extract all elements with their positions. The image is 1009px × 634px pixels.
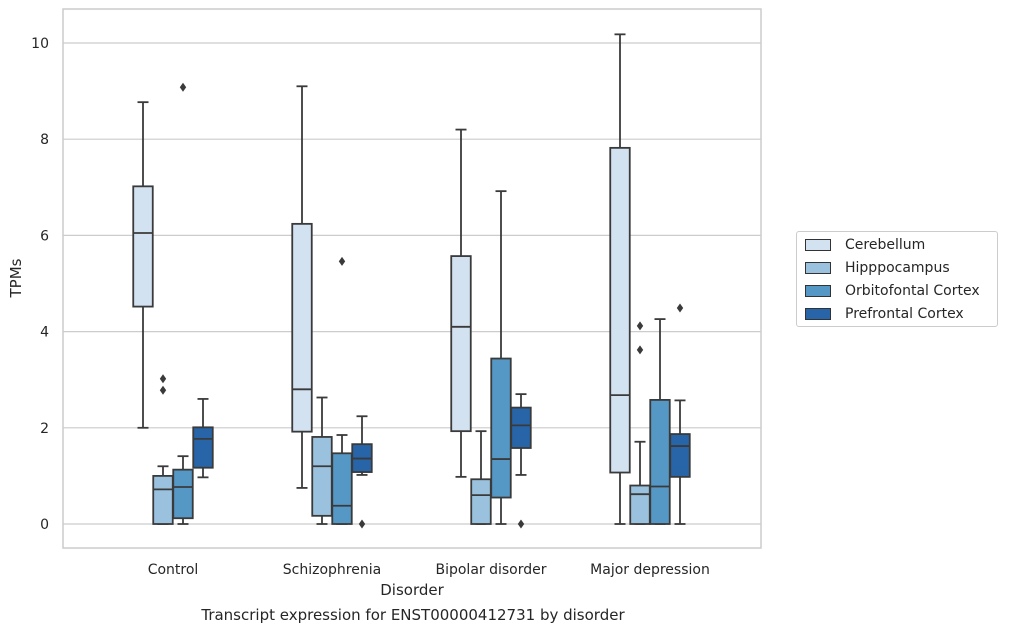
outlier-point [517,519,525,529]
legend-label-cerebellum: Cerebellum [845,237,926,253]
y-tick-label: 10 [31,36,49,52]
outlier-point [636,345,644,355]
y-tick-label: 8 [40,132,49,148]
legend-item-hippocampus: Hipppocampus [805,258,950,278]
outlier-point [338,256,346,266]
plot-area [62,8,762,549]
y-tick-label: 0 [40,517,49,533]
box-iqr [152,474,174,525]
box-iqr [470,478,492,525]
box-hipppocampus-bipolar-disorder [470,430,492,525]
box-groups [132,33,691,529]
box-prefrontal-cortex-control [192,398,214,479]
legend-item-cerebellum: Cerebellum [805,235,925,255]
box-iqr [291,222,313,433]
y-tick-label: 6 [40,228,49,244]
box-iqr [669,433,691,478]
legend-swatch-orbitofrontal [805,285,831,297]
box-cerebellum-schizophrenia [291,85,313,489]
y-axis-label: TPMs [7,258,25,298]
box-prefrontal-cortex-major-depression [669,303,691,525]
x-tick-label: Control [148,562,199,578]
legend-label-hippocampus: Hipppocampus [845,260,950,276]
box-iqr [609,146,631,474]
box-iqr [450,255,472,433]
x-tick-label: Major depression [590,562,710,578]
y-tick-label: 2 [40,421,49,437]
box-hipppocampus-major-depression [629,321,651,525]
box-iqr [192,426,214,469]
legend-swatch-hippocampus [805,262,831,274]
legend-item-prefrontal: Prefrontal Cortex [805,304,964,324]
box-iqr [510,406,532,449]
outlier-point [636,321,644,331]
box-cerebellum-major-depression [609,33,631,525]
box-iqr [629,484,651,525]
outlier-point [676,303,684,313]
y-tick-label: 4 [40,325,49,341]
legend-label-orbitofrontal: Orbitofontal Cortex [845,283,980,299]
box-iqr [132,185,154,308]
box-prefrontal-cortex-bipolar-disorder [510,393,532,529]
box-cerebellum-bipolar-disorder [450,128,472,478]
box-iqr [649,399,671,525]
box-orbitofontal-cortex-control [172,82,194,525]
legend-swatch-prefrontal [805,308,831,320]
x-axis-label: Disorder [380,581,444,599]
outlier-point [358,519,366,529]
box-iqr [172,468,194,520]
legend: Cerebellum Hipppocampus Orbitofontal Cor… [796,231,998,327]
box-iqr [331,452,353,525]
box-iqr [311,436,333,517]
outlier-point [159,385,167,395]
box-iqr [490,357,512,499]
x-tick-label: Schizophrenia [283,562,381,578]
x-tick-label: Bipolar disorder [435,562,546,578]
legend-swatch-cerebellum [805,239,831,251]
box-orbitofontal-cortex-major-depression [649,318,671,525]
outlier-point [159,374,167,384]
y-tick-labels: 0 2 4 6 8 10 [31,36,49,533]
legend-item-orbitofrontal: Orbitofontal Cortex [805,281,980,301]
chart-title: Transcript expression for ENST0000041273… [201,606,625,624]
legend-label-prefrontal: Prefrontal Cortex [845,306,964,322]
box-orbitofontal-cortex-schizophrenia [331,256,353,525]
box-cerebellum-control [132,101,154,429]
box-prefrontal-cortex-schizophrenia [351,415,373,529]
x-tick-labels: Control Schizophrenia Bipolar disorder Majo… [148,562,710,578]
outlier-point [179,82,187,92]
